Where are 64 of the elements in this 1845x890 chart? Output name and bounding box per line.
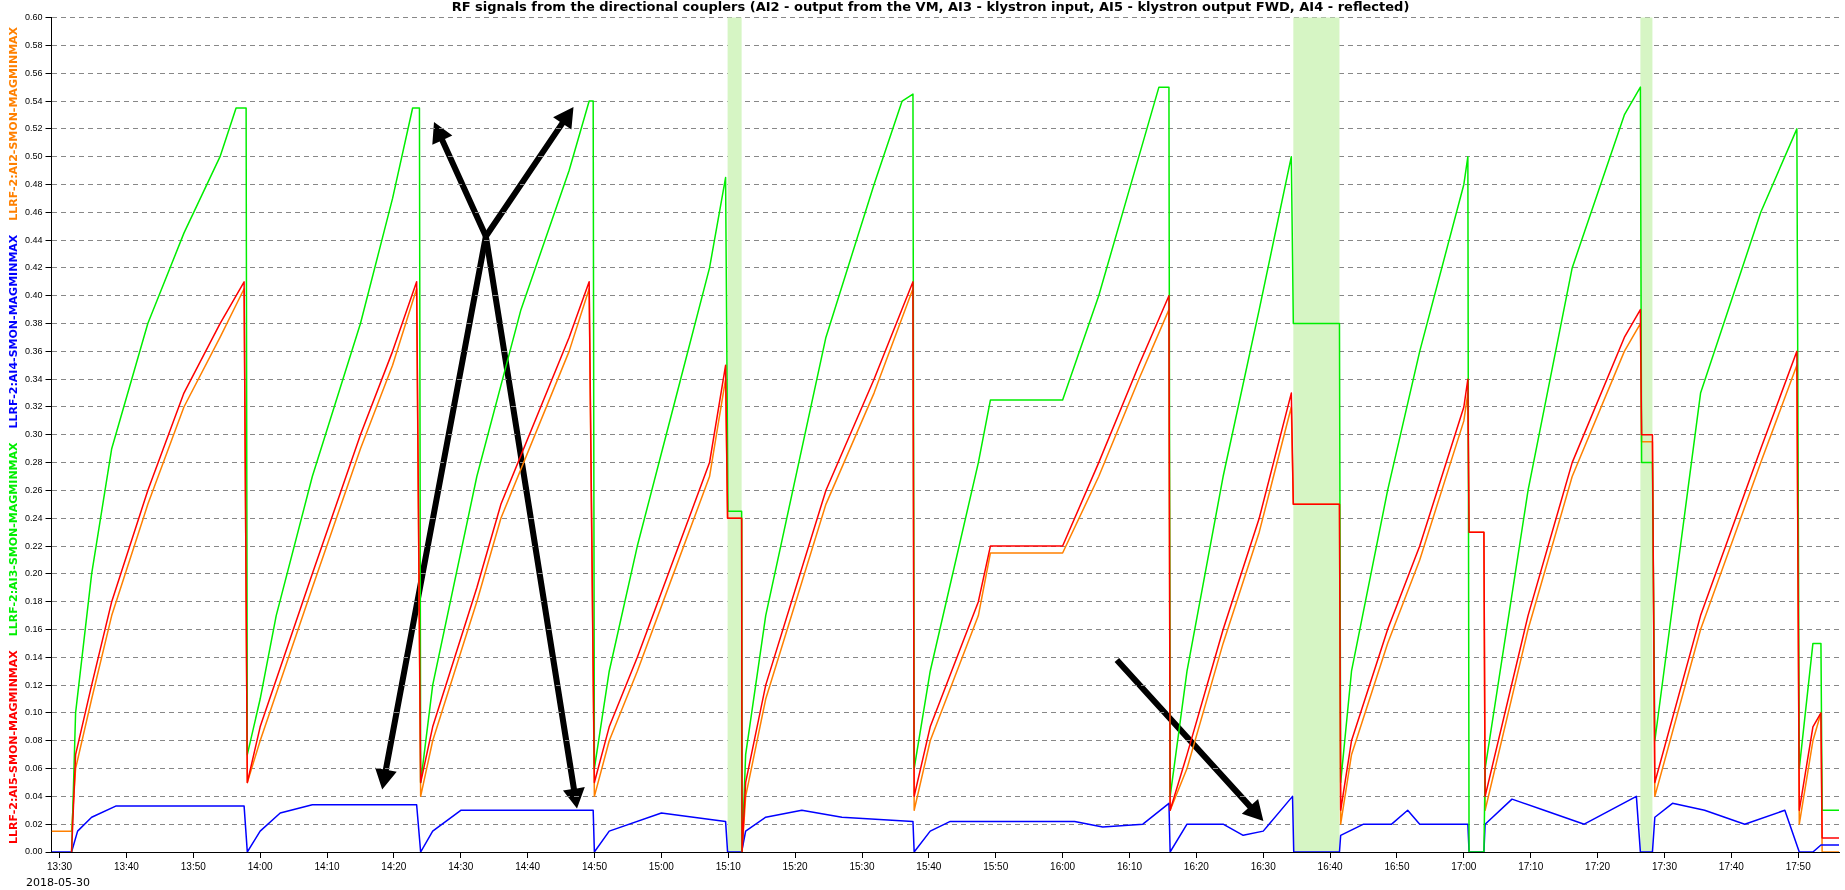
x-tick-label: 13:40	[113, 860, 140, 872]
chart-title: RF signals from the directional couplers (AI2 - output from the VM, AI3 - klystron input, AI5 - klystron output FWD, AI4 - reflected)	[451, 0, 1410, 15]
y-tick-label: 0.28	[24, 457, 43, 468]
x-tick-label: 14:20	[381, 860, 407, 872]
y-tick-label: 0.32	[24, 401, 43, 412]
x-tick-label: 15:20	[782, 860, 809, 872]
text: 2018-05-30	[26, 876, 90, 889]
text: LLRF-2:AI4-SMON-MAGMINMAX	[6, 234, 20, 429]
x-tick-label: 14:10	[314, 860, 340, 872]
text: LLRF-2:AI5-SMON-MAGMINMAX	[6, 649, 20, 844]
y-tick-label: 0.20	[24, 568, 43, 579]
x-tick-label: 14:30	[448, 860, 474, 872]
x-tick-label: 17:40	[1718, 860, 1745, 872]
y-tick-label: 0.58	[24, 39, 43, 50]
x-tick-label: 15:40	[916, 860, 942, 872]
x-tick-label: 14:40	[515, 860, 541, 872]
y-tick-label: 0.14	[24, 651, 43, 662]
y-tick-label: 0.02	[24, 818, 43, 829]
y-tick-label: 0.18	[24, 596, 43, 607]
y-tick-label: 0.52	[24, 123, 43, 134]
y-tick-label: 0.50	[24, 151, 43, 162]
x-tick-label: 15:30	[849, 860, 875, 872]
y-tick-label: 0.24	[24, 512, 43, 523]
y-tick-label: 0.06	[24, 763, 43, 774]
y-tick-label: 0.00	[24, 846, 43, 857]
y-tick-label: 0.56	[24, 67, 43, 78]
text: LLRF-2:AI2-SMON-MAGMINMAX	[6, 26, 20, 221]
x-tick-label: 16:40	[1317, 860, 1344, 872]
x-tick-label: 15:00	[648, 860, 675, 872]
y-tick-label: 0.48	[24, 178, 43, 189]
y-tick-label: 0.44	[24, 234, 43, 245]
x-tick-label: 16:20	[1183, 860, 1210, 872]
x-tick-label: 17:10	[1518, 860, 1544, 872]
x-tick-label: 16:00	[1050, 860, 1076, 872]
x-tick-label: 17:20	[1585, 860, 1611, 872]
x-tick-label: 15:50	[983, 860, 1009, 872]
y-tick-label: 0.12	[24, 679, 43, 690]
x-tick-label: 17:00	[1451, 860, 1477, 872]
y-tick-label: 0.54	[24, 95, 43, 106]
y-tick-label: 0.10	[24, 707, 43, 718]
x-tick-label: 14:00	[247, 860, 274, 872]
text: LLRF-2:AI3-SMON-MAGMINMAX	[6, 441, 20, 637]
y-tick-label: 0.22	[24, 540, 43, 551]
y-tick-label: 0.38	[24, 318, 43, 329]
y-tick-label: 0.60	[24, 12, 43, 23]
y-tick-label: 0.04	[24, 790, 43, 801]
x-tick-label: 16:10	[1116, 860, 1143, 872]
x-tick-label: 13:50	[180, 860, 207, 872]
x-tick-label: 16:50	[1384, 860, 1410, 872]
y-tick-label: 0.36	[24, 345, 43, 356]
x-tick-label: 13:30	[47, 860, 73, 872]
y-tick-label: 0.26	[24, 484, 43, 495]
y-tick-label: 0.16	[24, 623, 43, 634]
y-tick-label: 0.40	[24, 290, 43, 301]
x-tick-label: 17:30	[1651, 860, 1678, 872]
x-tick-label: 15:10	[715, 860, 742, 872]
y-tick-label: 0.42	[24, 262, 43, 273]
x-tick-label: 14:50	[581, 860, 608, 872]
x-tick-label: 17:50	[1785, 860, 1812, 872]
x-tick-label: 16:30	[1250, 860, 1277, 872]
y-tick-label: 0.08	[24, 735, 43, 746]
y-tick-label: 0.34	[24, 373, 43, 384]
y-tick-label: 0.30	[24, 429, 43, 440]
y-tick-label: 0.46	[24, 206, 43, 217]
